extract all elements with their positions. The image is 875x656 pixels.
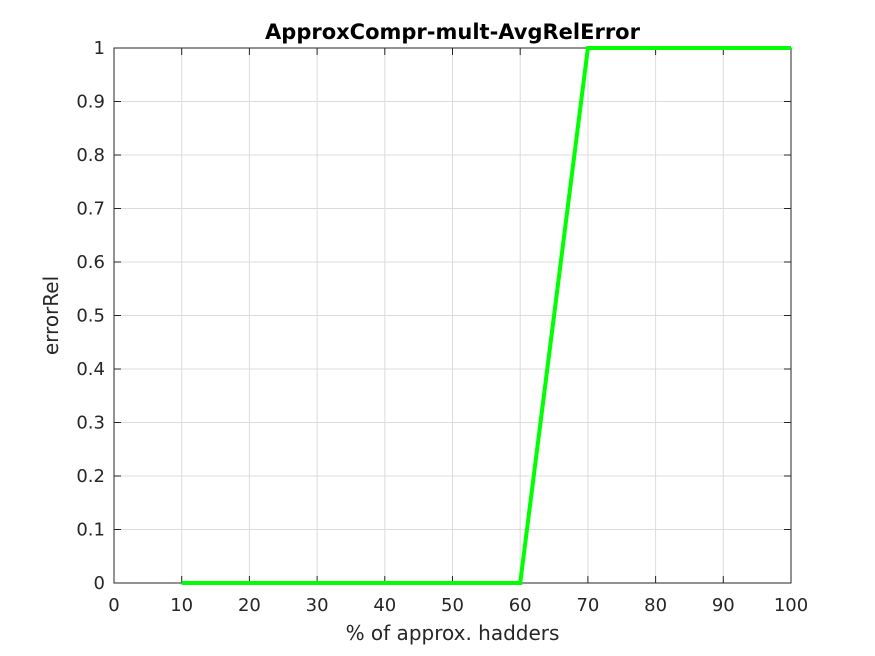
y-tick-label: 0.9 — [76, 92, 105, 113]
y-tick-labels: 0 0.1 0.2 0.3 0.4 0.5 0.6 0.7 0.8 0.9 1 — [76, 38, 105, 594]
y-tick-label: 0.8 — [76, 145, 105, 166]
x-tick-label: 0 — [108, 595, 119, 616]
x-tick-label: 70 — [576, 595, 599, 616]
series-layer — [181, 46, 791, 585]
x-tick-labels: 0 10 20 30 40 50 60 70 80 90 100 — [108, 595, 808, 616]
x-tick-label: 20 — [238, 595, 261, 616]
x-tick-label: 100 — [774, 595, 808, 616]
y-tick-label: 1 — [94, 38, 105, 59]
x-tick-label: 10 — [170, 595, 193, 616]
y-tick-label: 0.4 — [76, 359, 105, 380]
y-tick-label: 0.5 — [76, 306, 105, 327]
x-axis-label: % of approx. hadders — [346, 621, 560, 645]
series-line — [181, 46, 791, 585]
x-tick-label: 50 — [441, 595, 464, 616]
x-tick-label: 90 — [712, 595, 735, 616]
x-tick-label: 40 — [373, 595, 396, 616]
x-tick-label: 80 — [644, 595, 667, 616]
x-tick-label: 60 — [509, 595, 532, 616]
x-tick-label: 30 — [306, 595, 329, 616]
y-axis-label: errorRel — [39, 276, 63, 355]
y-tick-label: 0.3 — [76, 413, 105, 434]
y-tick-label: 0 — [94, 573, 105, 594]
y-tick-label: 0.6 — [76, 252, 105, 273]
chart-title: ApproxCompr-mult-AvgRelError — [265, 20, 641, 44]
y-tick-label: 0.2 — [76, 466, 105, 487]
y-tick-label: 0.1 — [76, 520, 105, 541]
y-tick-label: 0.7 — [76, 199, 105, 220]
